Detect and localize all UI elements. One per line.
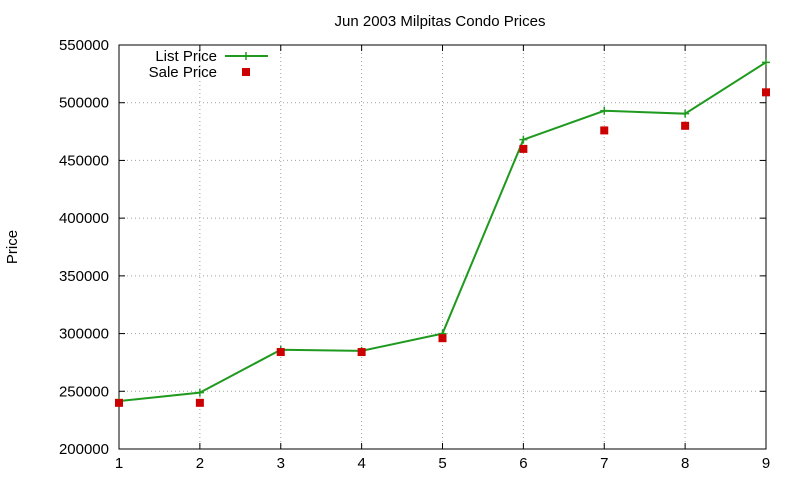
data-point-sale-price [357,348,366,357]
data-point-sale-price [600,126,609,135]
data-point-sale-price [762,88,770,97]
legend-marker-list-price [242,52,250,60]
data-point-sale-price [115,398,123,407]
x-tick-label: 2 [196,455,204,472]
y-axis-label: Price [4,230,21,264]
legend-label-list-price: List Price [155,48,217,65]
y-tick-label: 450000 [59,152,109,169]
legend-label-sale-price: Sale Price [149,64,217,81]
data-point-sale-price [276,348,285,357]
data-point-sale-price [681,121,690,130]
x-tick-label: 8 [681,455,689,472]
y-tick-label: 400000 [59,210,109,227]
y-tick-label: 250000 [59,383,109,400]
data-point-sale-price [519,144,528,153]
y-tick-label: 350000 [59,268,109,285]
x-tick-label: 7 [600,455,608,472]
x-tick-label: 4 [357,455,365,472]
y-tick-label: 550000 [59,37,109,54]
x-tick-label: 6 [519,455,527,472]
chart-title: Jun 2003 Milpitas Condo Prices [335,13,546,30]
data-point-list-price [195,388,204,397]
data-point-sale-price [195,398,204,407]
legend-marker-sale-price [242,68,250,76]
data-point-list-price [600,106,609,115]
data-point-list-price [519,135,528,144]
x-tick-label: 9 [762,455,770,472]
series [115,58,770,407]
data-point-sale-price [438,334,447,343]
y-tick-label: 300000 [59,326,109,343]
x-tick-label: 5 [438,455,446,472]
x-tick-label: 3 [277,455,285,472]
data-point-list-price [681,109,690,118]
y-tick-label: 500000 [59,95,109,112]
grid [119,45,766,449]
data-point-list-price [762,58,770,67]
x-tick-label: 1 [115,455,123,472]
y-tick-label: 200000 [59,441,109,458]
ticks: 1 2 3 4 5 6 7 8 9 200000 250000 300000 350000 400000 4… [59,37,770,472]
